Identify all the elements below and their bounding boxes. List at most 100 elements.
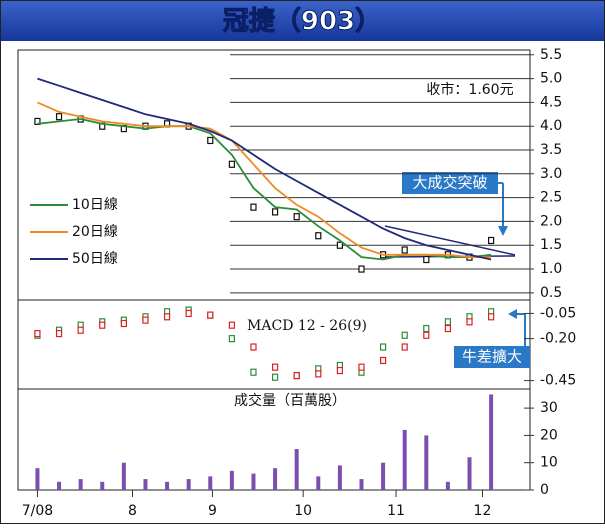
price-mark <box>401 246 408 254</box>
bar <box>424 435 429 490</box>
bar <box>402 429 407 490</box>
y-tick-label: 0 <box>540 482 549 498</box>
x-tick-label: 10 <box>294 503 312 519</box>
callout-box <box>454 346 530 368</box>
y-tick-label: 2.5 <box>540 190 562 206</box>
bar <box>78 479 83 490</box>
price-mark <box>293 213 300 221</box>
price-mark <box>401 331 408 339</box>
price-mark <box>336 366 343 375</box>
y-tick-label: 3.0 <box>540 166 562 182</box>
price-mark <box>185 309 192 318</box>
price-mark <box>228 160 235 168</box>
series-line <box>37 77 492 261</box>
bar <box>359 479 364 490</box>
arrow-head <box>498 226 508 236</box>
y-tick-label: 4.0 <box>540 118 562 134</box>
price-mark <box>250 343 257 351</box>
y-tick-label: 4.5 <box>540 94 562 110</box>
price-mark <box>271 208 279 216</box>
legend-label: 20日線 <box>72 224 118 240</box>
y-tick-label: 3.5 <box>540 142 562 158</box>
y-tick-label: 1.5 <box>540 237 562 253</box>
bar <box>337 465 342 490</box>
bar <box>165 481 170 490</box>
price-mark <box>228 335 235 343</box>
price-mark <box>336 241 343 249</box>
bar <box>467 457 472 490</box>
price-mark <box>423 324 430 333</box>
price-mark <box>423 255 430 264</box>
price-mark <box>207 311 214 319</box>
bar <box>381 462 386 490</box>
price-mark <box>271 363 279 371</box>
y-tick-label: 1.0 <box>540 261 562 277</box>
price-mark <box>34 117 41 126</box>
price-mark <box>358 265 365 273</box>
bar <box>294 449 299 490</box>
bar <box>229 470 234 490</box>
price-mark <box>142 316 149 324</box>
x-tick-label: 9 <box>208 503 217 519</box>
price-mark <box>315 232 322 240</box>
y-tick-label: 10 <box>540 455 558 471</box>
bar <box>186 479 191 490</box>
title-banner <box>1 1 604 41</box>
volume-title: 成交量（百萬股） <box>234 392 346 409</box>
macd-title: MACD 12 - 26(9) <box>247 318 367 334</box>
y-tick-label: -0.45 <box>540 373 576 389</box>
price-mark <box>207 136 214 145</box>
bar <box>316 476 321 490</box>
y-tick-label: 0.5 <box>540 285 562 301</box>
bar <box>445 481 450 490</box>
price-mark <box>401 343 408 351</box>
price-mark <box>228 321 235 329</box>
close-annotation: 收市：1.60元 <box>426 81 513 98</box>
price-mark <box>488 313 495 321</box>
bar <box>121 462 126 490</box>
y-tick-label: 30 <box>540 400 558 416</box>
price-mark <box>379 356 387 365</box>
price-mark <box>466 318 473 326</box>
y-tick-label: 5.0 <box>540 71 562 87</box>
price-mark <box>358 363 365 371</box>
bar <box>489 394 494 490</box>
y-tick-label: -0.05 <box>540 305 576 321</box>
price-mark <box>444 318 452 326</box>
bar <box>57 481 62 490</box>
bar <box>100 481 105 490</box>
price-mark <box>120 319 127 328</box>
price-mark <box>163 313 171 321</box>
bar <box>208 476 213 490</box>
callout-text: 牛差擴大 <box>462 348 522 366</box>
price-mark <box>444 324 452 333</box>
price-mark <box>271 373 279 381</box>
price-mark <box>250 368 257 376</box>
price-mark <box>423 331 430 339</box>
price-mark <box>55 329 63 338</box>
y-tick-label: 5.5 <box>540 47 562 63</box>
price-mark <box>34 329 41 338</box>
trend-line <box>384 225 516 256</box>
legend-label: 50日線 <box>72 251 118 267</box>
y-tick-label: -0.20 <box>540 331 576 347</box>
price-mark <box>99 321 106 329</box>
x-tick-label: 7/08 <box>22 503 53 519</box>
bar <box>251 473 256 490</box>
chart-title: 冠捷（903） <box>223 7 381 37</box>
bar <box>143 479 148 490</box>
price-mark <box>250 203 257 211</box>
price-mark <box>379 343 387 351</box>
x-tick-label: 8 <box>128 503 137 519</box>
bar <box>35 468 40 490</box>
price-mark <box>315 370 322 378</box>
x-tick-label: 12 <box>474 503 492 519</box>
price-mark <box>488 236 495 245</box>
arrow-head <box>508 309 517 319</box>
x-tick-label: 11 <box>387 503 405 519</box>
callout-text: 大成交突破 <box>412 174 487 192</box>
y-tick-label: 2.0 <box>540 213 562 229</box>
price-mark <box>77 326 84 334</box>
y-tick-label: 20 <box>540 427 558 443</box>
